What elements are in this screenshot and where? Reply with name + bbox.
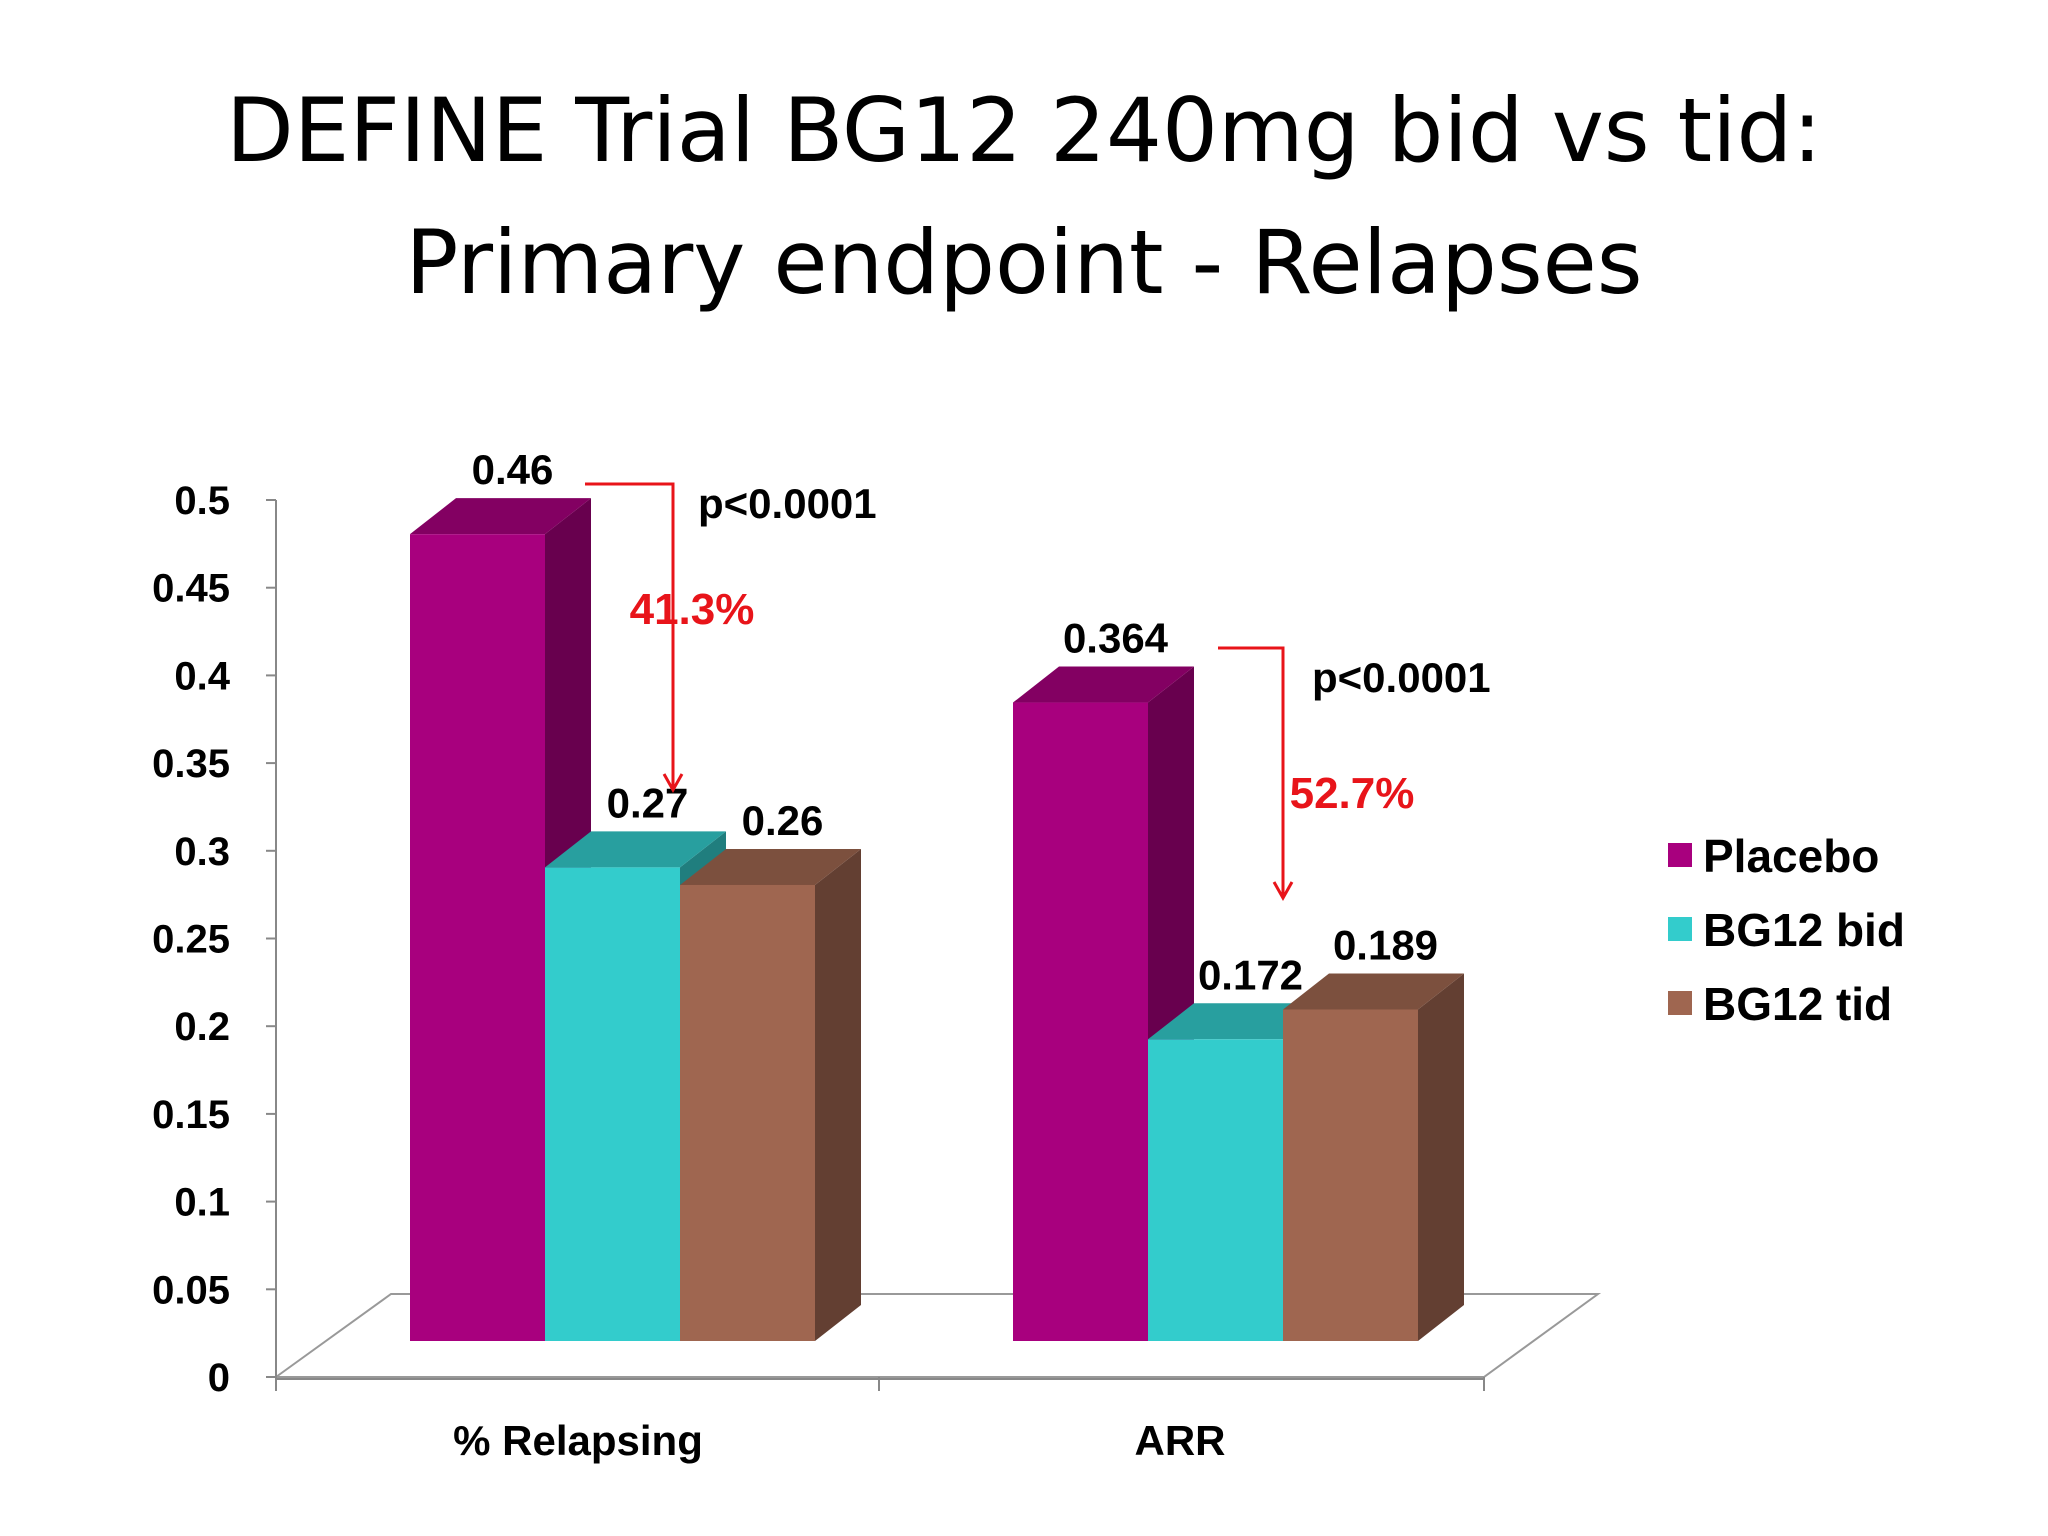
title-line-2: Primary endpoint - Relapses <box>405 211 1643 314</box>
y-tick-label: 0.45 <box>152 567 230 611</box>
data-label: 0.189 <box>1333 921 1438 968</box>
y-tick-label: 0.25 <box>152 918 230 962</box>
annotation-arrow <box>1218 646 1285 898</box>
bar-top <box>545 831 726 868</box>
slide-title: DEFINE Trial BG12 240mg bid vs tid: Prim… <box>0 65 2048 329</box>
bar-top <box>680 848 861 885</box>
bar <box>545 867 680 1341</box>
bar <box>1148 1039 1283 1341</box>
annotation-arrow <box>585 482 675 790</box>
chart-legend: Placebo BG12 bid BG12 tid <box>1668 830 1905 1030</box>
bar <box>1283 1009 1418 1341</box>
x-category-label: % Relapsing <box>453 1417 703 1464</box>
bar-side <box>1418 973 1464 1341</box>
x-category-label: ARR <box>1135 1417 1226 1464</box>
data-label: 0.172 <box>1198 951 1303 998</box>
bar <box>1013 702 1148 1341</box>
reduction-label: 52.7% <box>1290 769 1415 818</box>
annotation-arrowhead <box>662 773 684 794</box>
bar-top <box>1013 666 1194 703</box>
legend-label: BG12 tid <box>1703 978 1892 1030</box>
bar <box>680 884 815 1341</box>
y-tick-label: 0.05 <box>152 1268 230 1312</box>
p-value-label: p<0.0001 <box>1312 654 1491 701</box>
chart-axes: 0 0.05 0.1 0.15 0.2 0.25 0.3 0.35 0.4 0.45 0.5 % Re… <box>152 479 1485 1464</box>
y-tick-label: 0.2 <box>174 1005 230 1049</box>
data-label: 0.364 <box>1063 615 1169 662</box>
y-tick-label: 0.5 <box>174 479 230 523</box>
bar-side <box>815 848 861 1341</box>
legend-label: BG12 bid <box>1703 904 1905 956</box>
y-tick-label: 0 <box>208 1356 230 1400</box>
legend-swatch <box>1668 991 1692 1015</box>
y-tick-label: 0.15 <box>152 1093 230 1137</box>
legend-swatch <box>1668 843 1692 867</box>
annotation-arrowhead <box>1272 881 1294 902</box>
chart-bars <box>410 498 1464 1341</box>
data-label: 0.46 <box>472 446 554 493</box>
bar-top <box>410 498 591 535</box>
y-tick-label: 0.1 <box>174 1181 230 1225</box>
legend-swatch <box>1668 917 1692 941</box>
bar-top <box>1283 973 1464 1010</box>
title-line-1: DEFINE Trial BG12 240mg bid vs tid: <box>225 79 1823 182</box>
data-label: 0.26 <box>742 797 824 844</box>
y-tick-label: 0.35 <box>152 742 230 786</box>
p-value-label: p<0.0001 <box>698 480 877 527</box>
bar <box>410 534 545 1341</box>
legend-label: Placebo <box>1703 830 1879 882</box>
y-tick-label: 0.3 <box>174 830 230 874</box>
y-tick-label: 0.4 <box>174 654 230 698</box>
reduction-label: 41.3% <box>630 585 755 634</box>
chart-annotations: p<0.0001 41.3% p<0.0001 52.7% <box>585 480 1491 902</box>
